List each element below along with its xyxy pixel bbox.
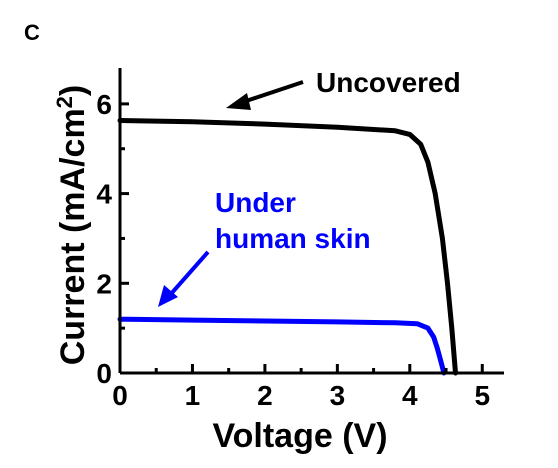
x-axis-title: Voltage (V) <box>212 417 387 455</box>
uncovered-series-line <box>117 118 458 376</box>
x-tick-label: 4 <box>402 380 418 411</box>
y-tick-label: 0 <box>96 358 112 389</box>
y-ticks: 0 2 4 6 <box>96 89 129 389</box>
under-skin-series-line <box>117 316 447 376</box>
x-tick-label: 3 <box>330 380 346 411</box>
arrow-under-skin <box>158 250 210 307</box>
annotation-uncovered: Uncovered <box>316 67 461 98</box>
x-tick-label: 1 <box>185 380 201 411</box>
y-tick-label: 6 <box>96 89 112 120</box>
plot-area <box>117 118 458 376</box>
x-tick-label: 0 <box>112 380 128 411</box>
annotation-under-skin-line1: Under <box>215 187 296 218</box>
y-tick-label: 2 <box>96 268 112 299</box>
annotation-under-skin-line2: human skin <box>215 223 371 254</box>
x-ticks: 0 1 2 3 4 5 <box>112 364 490 411</box>
x-tick-label: 2 <box>257 380 273 411</box>
x-tick-label: 5 <box>474 380 490 411</box>
arrow-uncovered <box>226 80 304 110</box>
y-axis-title: Current (mA/cm2) <box>52 85 92 366</box>
y-tick-label: 4 <box>96 179 112 210</box>
panel-label: C <box>24 20 40 45</box>
